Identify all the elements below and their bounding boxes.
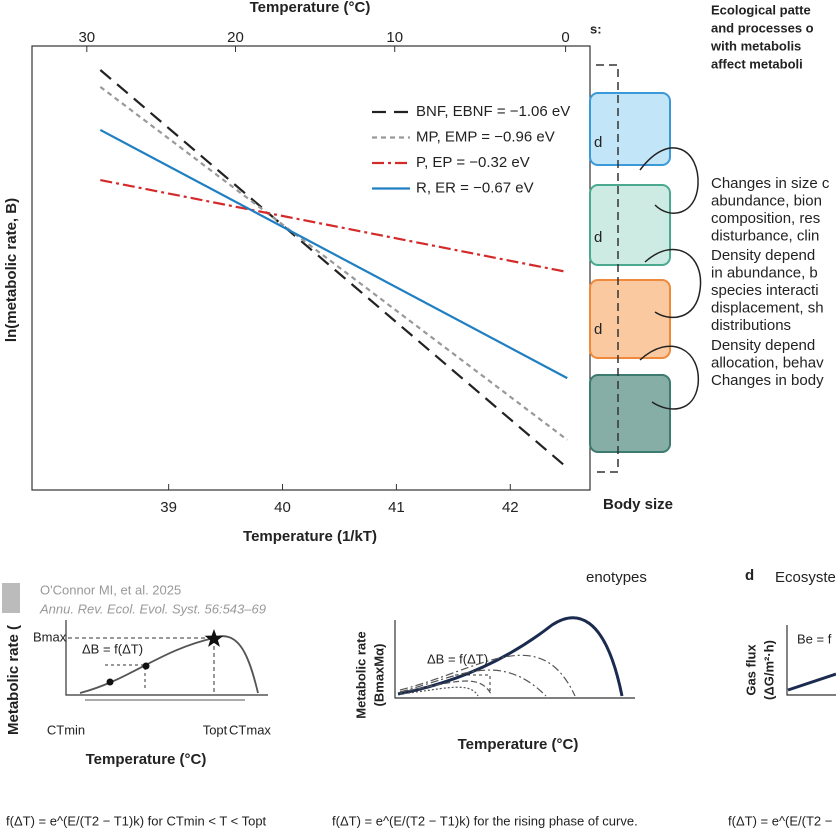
- side-note: Changes in size c: [711, 175, 830, 192]
- side-axis-label: Body size: [603, 496, 673, 513]
- logo: [2, 583, 20, 613]
- y-axis-label: Metabolic rate (: [5, 625, 22, 735]
- curve: [787, 672, 836, 692]
- point: [106, 678, 114, 686]
- series-line: [100, 179, 568, 274]
- cycle-arrows: [639, 147, 702, 410]
- box-text: d: [594, 134, 602, 151]
- side-text: Ecological patte and processes o with meta…: [710, 2, 830, 389]
- axes: [65, 620, 268, 696]
- x-tick-label: 40: [274, 499, 291, 516]
- side-note: allocation, behav: [711, 354, 824, 371]
- side-header: Ecological patte: [711, 2, 811, 17]
- side-note: in abundance, b: [711, 264, 818, 281]
- y-axis-label: (BmaxMα): [371, 644, 386, 707]
- x-tick-label: 41: [388, 499, 405, 516]
- side-note: Density depend: [711, 247, 815, 264]
- label: CTmin: [47, 722, 85, 737]
- box-text: d: [594, 229, 602, 246]
- formula: f(ΔT) = e^(E/(T2 −: [728, 813, 832, 828]
- label: CTmax: [229, 722, 271, 737]
- side-note: Changes in body: [711, 372, 824, 389]
- formula: f(ΔT) = e^(E/(T2 − T1)k) for the rising …: [332, 813, 638, 828]
- legend-label: P, EP = −0.32 eV: [416, 154, 530, 171]
- curves: [399, 654, 576, 697]
- bracket: [596, 64, 619, 473]
- side-header: with metabolis: [710, 38, 801, 53]
- panel-title: Ecosyste: [775, 569, 836, 586]
- panel-letter: d: [745, 567, 754, 584]
- citation: Annu. Rev. Ecol. Evol. Syst. 56:543–69: [39, 601, 266, 616]
- legend-label: R, ER = −0.67 eV: [416, 179, 534, 196]
- side-note: abundance, bion: [711, 192, 822, 209]
- y-axis-label: Gas flux: [743, 644, 758, 696]
- series-line: [99, 85, 568, 441]
- x-axis-label: Temperature (°C): [458, 736, 579, 753]
- label: Bmax: [33, 629, 67, 644]
- curve: [79, 635, 259, 694]
- axes: [394, 620, 635, 699]
- fragment: s:: [590, 21, 602, 36]
- x-axis-label: Temperature (°C): [86, 751, 207, 768]
- y-axis-label: (ΔG/m²·h): [761, 640, 776, 700]
- label: Be = f: [797, 631, 832, 646]
- y-axis-label: ln(metabolic rate, B): [3, 198, 20, 342]
- box: [589, 92, 671, 166]
- point: [142, 662, 150, 670]
- side-note: displacement, sh: [711, 299, 824, 316]
- side-note: distributions: [711, 317, 791, 334]
- plot-frame: [31, 45, 591, 491]
- x-tick-label: 42: [502, 499, 519, 516]
- panel-title: enotypes: [586, 569, 647, 586]
- box: [589, 279, 671, 359]
- guide: [68, 637, 215, 695]
- y-axis-label: Metabolic rate: [353, 631, 368, 718]
- label: ΔB = f(ΔT): [427, 651, 488, 666]
- side-header: and processes o: [711, 20, 814, 35]
- side-header: affect metaboli: [711, 56, 803, 71]
- x2-tick-label: 0: [561, 29, 569, 46]
- side-note: composition, res: [711, 210, 820, 227]
- box-text: d: [594, 321, 602, 338]
- box: [589, 184, 671, 266]
- guide: [105, 664, 146, 690]
- curve: [397, 616, 624, 697]
- side-note: Density depend: [711, 337, 815, 354]
- series-line: [99, 128, 568, 380]
- x2-tick-label: 20: [227, 29, 244, 46]
- x2-tick-label: 10: [386, 29, 403, 46]
- legend-label: MP, EMP = −0.96 eV: [416, 128, 555, 145]
- x2-tick-label: 30: [78, 29, 95, 46]
- x-axis-label: Temperature (1/kT): [243, 528, 377, 545]
- star: [204, 629, 224, 647]
- side-note: disturbance, clin: [711, 227, 819, 244]
- side-note: species interacti: [711, 282, 819, 299]
- x-tick-label: 39: [160, 499, 177, 516]
- legend-label: BNF, EBNF = −1.06 eV: [416, 103, 570, 120]
- label: Topt: [203, 722, 228, 737]
- box: [589, 374, 671, 453]
- axes: [786, 625, 836, 696]
- series-line: [99, 69, 568, 469]
- top-axis-label: Temperature (°C): [250, 0, 371, 16]
- citation: O'Connor MI, et al. 2025: [40, 582, 181, 597]
- formula: f(ΔT) = e^(E/(T2 − T1)k) for CTmin < T <…: [6, 813, 267, 828]
- label: ΔB = f(ΔT): [82, 641, 143, 656]
